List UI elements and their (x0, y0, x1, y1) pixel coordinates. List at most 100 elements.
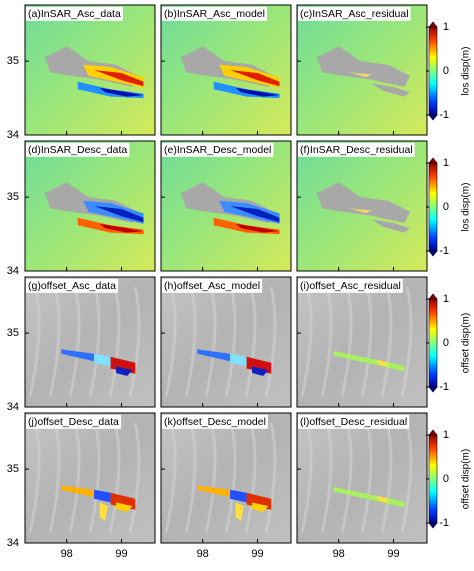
panel-label-box (298, 142, 415, 157)
colorbar-label: offset disp(m) (461, 449, 472, 509)
map-panel (24, 4, 156, 136)
hillshade-ridge (244, 422, 257, 534)
map-panel (160, 4, 292, 136)
panel-label: (h)offset_Asc_model (164, 280, 260, 292)
panel-frame (24, 140, 156, 272)
panel-frame (24, 4, 156, 136)
deformation-patch (235, 223, 280, 233)
panel-label-box (162, 6, 267, 21)
deformation-patch (252, 366, 269, 376)
deformation-patch (230, 489, 247, 503)
panel-label: (f)InSAR_Desc_residual (300, 144, 413, 156)
hillshade-ridge (400, 286, 413, 398)
colorbar-cap (428, 250, 438, 257)
deformation-patch (99, 87, 144, 97)
deformation-patch (197, 349, 231, 362)
deformation-patch (316, 182, 410, 223)
deformation-patch (349, 72, 372, 78)
deformation-patch (61, 349, 95, 362)
hillshade-ridge (320, 286, 333, 398)
colorbar-tick-label: 1 (443, 429, 449, 441)
colorbar-tick-label: -1 (439, 109, 449, 121)
colorbar-tick-label: 1 (443, 293, 449, 305)
map-panel (160, 412, 292, 544)
hillshade-ridge (68, 422, 81, 534)
y-tick-label: 35 (7, 327, 19, 339)
deformation-patch (230, 206, 280, 223)
panel-label: (e)InSAR_Desc_model (164, 144, 271, 156)
hillshade-ridge (360, 286, 373, 398)
x-tick-label: 99 (251, 548, 263, 560)
deformation-patch (333, 486, 405, 508)
deformation-patch (349, 208, 372, 214)
x-tick-label: 98 (197, 548, 209, 560)
deformation-patch (371, 219, 410, 233)
panel-frame (160, 140, 292, 272)
panel-label-box (298, 414, 410, 429)
deformation-patch (116, 502, 133, 512)
panel-frame (160, 4, 292, 136)
hillshade-ridge (48, 422, 61, 534)
map-panel (296, 140, 428, 272)
hillshade-ridge (264, 422, 277, 534)
panel-frame (296, 412, 428, 544)
map-panel (24, 140, 156, 272)
panel-label-box (26, 414, 122, 429)
deformation-patch (197, 485, 231, 498)
hillshade-ridge (164, 286, 177, 398)
deformation-patch (61, 485, 95, 498)
hillshade-ridge (28, 286, 41, 398)
y-tick-label: 34 (7, 537, 19, 549)
hillshade-ridge (340, 286, 353, 398)
deformation-patch (94, 206, 144, 223)
panel-label: (k)offset_Desc_model (164, 416, 266, 428)
x-tick-label: 98 (333, 548, 345, 560)
colorbar (428, 26, 438, 116)
deformation-patch (333, 350, 405, 372)
panel-label-box (26, 142, 130, 157)
colorbar (428, 162, 438, 252)
hillshade-ridge (380, 422, 393, 534)
hillshade-ridge (184, 286, 197, 398)
hillshade-ridge (128, 286, 141, 398)
hillshade-ridge (204, 286, 217, 398)
deformation-patch (230, 353, 247, 367)
panel-label-box (298, 6, 411, 21)
panel-label: (i)offset_Asc_residual (300, 280, 401, 292)
panel-label-box (26, 278, 119, 293)
deformation-patch (377, 495, 389, 503)
hillshade-ridge (88, 422, 101, 534)
panel-label-box (26, 6, 123, 21)
colorbar-cap (428, 386, 438, 393)
deformation-patch (116, 366, 133, 376)
hillshade-ridge (300, 422, 313, 534)
hillshade-ridge (300, 286, 313, 398)
panel-label-box (162, 278, 263, 293)
panel-frame (160, 276, 292, 408)
colorbar-tick-label: -1 (439, 381, 449, 393)
hillshade-ridge (244, 286, 257, 398)
colorbar-tick-label: 1 (443, 21, 449, 33)
panel-label-box (298, 278, 403, 293)
colorbar (428, 434, 438, 524)
x-tick-label: 99 (115, 548, 127, 560)
colorbar-tick-label: 0 (443, 201, 449, 213)
panel-label: (g)offset_Asc_data (28, 280, 116, 292)
hillshade-ridge (224, 422, 237, 534)
hillshade-ridge (360, 422, 373, 534)
hillshade-ridge (28, 422, 41, 534)
panel-frame (296, 140, 428, 272)
deformation-patch (94, 353, 111, 367)
panel-frame (296, 4, 428, 136)
y-tick-label: 35 (7, 191, 19, 203)
y-tick-label: 35 (7, 55, 19, 67)
hillshade-ridge (264, 286, 277, 398)
panel-label: (d)InSAR_Desc_data (28, 144, 127, 156)
colorbar-tick-label: 0 (443, 337, 449, 349)
panel-frame (296, 276, 428, 408)
map-panel (24, 412, 156, 544)
panel-label: (l)offset_Desc_residual (300, 416, 407, 428)
colorbar-cap (428, 21, 438, 28)
panel-frame (24, 276, 156, 408)
map-panel (160, 276, 292, 408)
